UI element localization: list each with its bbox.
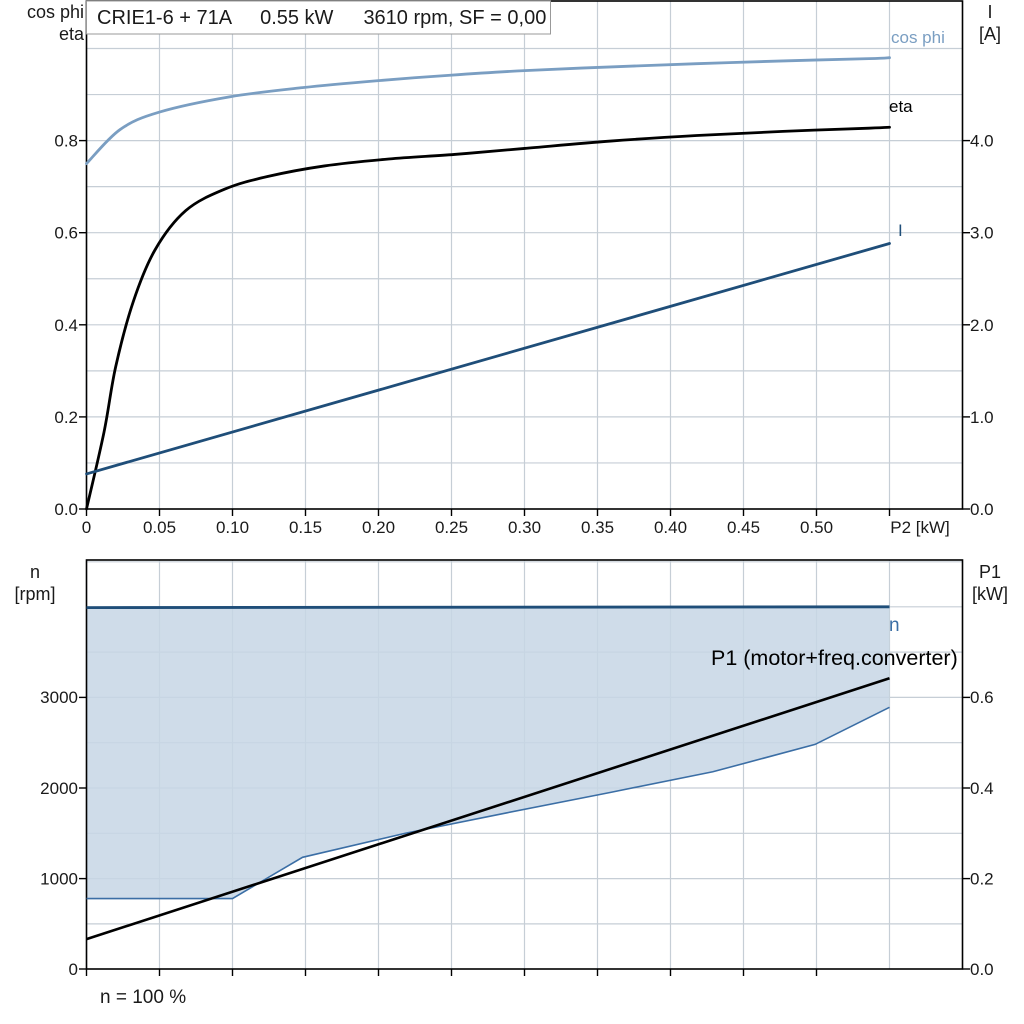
svg-text:0.45: 0.45 [727,518,760,537]
svg-text:I: I [987,2,992,22]
svg-text:4.0: 4.0 [970,132,994,151]
svg-text:0.35: 0.35 [581,518,614,537]
svg-text:n: n [30,562,40,582]
svg-text:P1: P1 [979,562,1001,582]
svg-text:0.6: 0.6 [970,688,994,707]
svg-text:0.6: 0.6 [54,224,78,243]
svg-text:0.20: 0.20 [362,518,395,537]
svg-text:I: I [898,221,903,240]
svg-text:0.0: 0.0 [54,500,78,519]
svg-text:1000: 1000 [40,870,78,889]
svg-text:0.2: 0.2 [54,408,78,427]
svg-text:[rpm]: [rpm] [14,584,55,604]
svg-text:0.2: 0.2 [970,870,994,889]
svg-text:P1 (motor+freq.converter): P1 (motor+freq.converter) [711,646,958,670]
svg-text:0.40: 0.40 [654,518,687,537]
svg-text:1.0: 1.0 [970,408,994,427]
svg-text:eta: eta [889,97,913,116]
svg-text:3.0: 3.0 [970,224,994,243]
svg-text:0.50: 0.50 [800,518,833,537]
svg-text:cos phi: cos phi [27,2,84,22]
svg-text:cos phi: cos phi [891,28,945,47]
svg-text:n = 100 %: n = 100 % [100,987,186,1008]
svg-text:0: 0 [69,960,78,979]
svg-text:n: n [889,615,900,636]
svg-text:[kW]: [kW] [972,584,1008,604]
svg-text:eta: eta [59,24,85,44]
svg-text:0.4: 0.4 [970,779,994,798]
svg-text:0.10: 0.10 [216,518,249,537]
svg-text:P2 [kW]: P2 [kW] [890,518,950,537]
svg-text:2.0: 2.0 [970,316,994,335]
svg-text:3000: 3000 [40,688,78,707]
svg-text:0.0: 0.0 [970,500,994,519]
svg-text:0.8: 0.8 [54,132,78,151]
svg-text:0.15: 0.15 [289,518,322,537]
svg-text:2000: 2000 [40,779,78,798]
svg-text:0.0: 0.0 [970,960,994,979]
svg-text:0.05: 0.05 [143,518,176,537]
svg-text:0.25: 0.25 [435,518,468,537]
svg-text:0.4: 0.4 [54,316,78,335]
svg-text:[A]: [A] [979,24,1001,44]
svg-text:0: 0 [82,518,91,537]
svg-text:0.30: 0.30 [508,518,541,537]
